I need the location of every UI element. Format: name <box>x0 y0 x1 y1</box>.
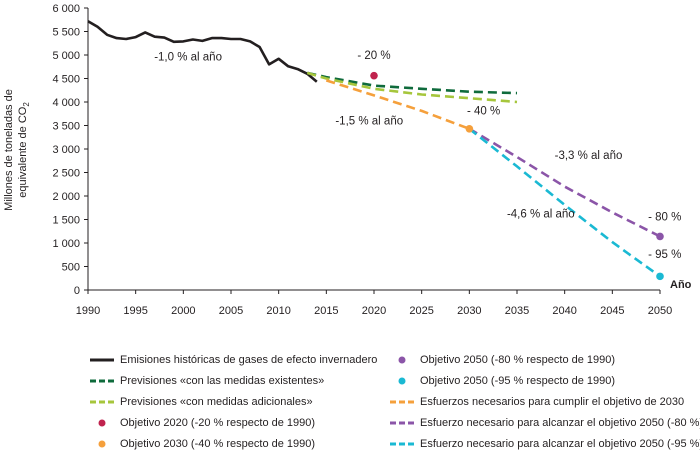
series-line-0 <box>87 20 318 83</box>
x-tick-label: 2030 <box>457 305 481 317</box>
axes: 0 500 1 000 1 500 2 000 2 500 3 000 3 500 4 000 4… <box>52 3 672 317</box>
annotation-5: -4,6 % al año <box>507 209 575 221</box>
legend-swatch-effort-2050-95 <box>390 442 414 446</box>
y-tick-label: 2 000 <box>52 191 80 203</box>
annotation-1: - 20 % <box>357 50 390 62</box>
legend-swatch-existing-measures <box>90 379 114 383</box>
legend-item-existing-measures: Previsiones «con las medidas existentes» <box>90 371 324 391</box>
annotation-6: - 80 % <box>648 211 681 223</box>
y-tick-label: 1 000 <box>52 238 80 250</box>
legend-label-target-2030: Objetivo 2030 (-40 % respecto de 1990) <box>120 438 316 450</box>
x-tick-label: 2020 <box>362 305 386 317</box>
legend-label-effort-2030: Esfuerzos necesarios para cumplir el obj… <box>420 396 685 408</box>
legend-label-existing-measures: Previsiones «con las medidas existentes» <box>120 375 325 387</box>
target-point-1 <box>465 124 474 133</box>
legend-item-effort-2050-80: Esfuerzo necesario para alcanzar el obje… <box>390 413 700 433</box>
legend-swatch-additional-measures <box>90 400 114 404</box>
series-line-5 <box>468 127 661 278</box>
y-axis-title-line-2: equivalente de CO2 <box>17 102 31 198</box>
y-axis-title-subscript: 2 <box>22 102 31 107</box>
series-layer <box>87 20 661 278</box>
target-point-3 <box>656 272 664 281</box>
y-tick-label: 3 000 <box>52 144 80 156</box>
legend-label-effort-2050-80: Esfuerzo necesario para alcanzar el obje… <box>420 417 700 429</box>
annotation-3: - 40 % <box>467 106 500 118</box>
legend-swatch-target-2050-80 <box>398 356 406 364</box>
emissions-chart: Millones de toneladas de equivalente de … <box>3 3 692 317</box>
series-line-1 <box>307 71 518 95</box>
legend-label-additional-measures: Previsiones «con medidas adicionales» <box>120 396 313 408</box>
target-point-0 <box>370 71 378 80</box>
y-tick-label: 6 000 <box>52 3 80 15</box>
x-tick-label: 1990 <box>76 305 100 317</box>
y-tick-label: 0 <box>74 285 80 297</box>
y-tick-label: 3 500 <box>52 121 80 133</box>
legend-label-target-2020: Objetivo 2020 (-20 % respecto de 1990) <box>120 417 316 429</box>
legend-item-target-2050-95: Objetivo 2050 (-95 % respecto de 1990) <box>390 371 615 391</box>
x-axis-title: Año <box>670 279 692 291</box>
x-tick-label: 2035 <box>505 305 529 317</box>
legend-item-target-2030: Objetivo 2030 (-40 % respecto de 1990) <box>90 434 315 454</box>
legend-item-effort-2030: Esfuerzos necesarios para cumplir el obj… <box>390 392 684 412</box>
legend-swatch-effort-2030 <box>390 400 414 404</box>
x-tick-label: 2040 <box>552 305 576 317</box>
x-tick-label: 2045 <box>600 305 624 317</box>
legend-label-target-2050-80: Objetivo 2050 (-80 % respecto de 1990) <box>420 354 616 366</box>
y-tick-label: 4 500 <box>52 74 80 86</box>
y-tick-label: 5 500 <box>52 27 80 39</box>
target-point-2 <box>656 232 664 241</box>
legend-label-target-2050-95: Objetivo 2050 (-95 % respecto de 1990) <box>420 375 616 387</box>
x-tick-label: 2025 <box>409 305 433 317</box>
legend-item-target-2020: Objetivo 2020 (-20 % respecto de 1990) <box>90 413 315 433</box>
legend: Emisiones históricas de gases de efecto … <box>90 350 700 456</box>
legend-swatch-target-2030 <box>98 440 106 448</box>
legend-swatch-target-2020 <box>98 419 106 427</box>
x-tick-label: 2010 <box>266 305 290 317</box>
legend-item-historical: Emisiones históricas de gases de efecto … <box>90 350 377 370</box>
x-tick-label: 2050 <box>648 305 672 317</box>
y-tick-label: 4 000 <box>52 97 80 109</box>
target-points <box>370 71 664 281</box>
y-tick-label: 500 <box>62 262 80 274</box>
annotation-0: -1,0 % al año <box>154 52 222 64</box>
annotations: -1,0 % al año - 20 % -1,5 % al año - 40 % -3… <box>154 50 681 261</box>
y-tick-label: 5 000 <box>52 50 80 62</box>
y-tick-label: 2 500 <box>52 168 80 180</box>
series-line-3 <box>325 79 470 131</box>
y-axis-title-line-2-text: equivalente de CO <box>17 106 29 198</box>
legend-swatch-target-2050-95 <box>398 377 406 385</box>
x-tick-label: 2000 <box>171 305 195 317</box>
legend-item-effort-2050-95: Esfuerzo necesario para alcanzar el obje… <box>390 434 700 454</box>
x-tick-label: 2015 <box>314 305 338 317</box>
annotation-4: -3,3 % al año <box>555 150 623 162</box>
series-line-2 <box>306 71 518 104</box>
legend-swatch-historical <box>90 358 114 362</box>
legend-item-additional-measures: Previsiones «con medidas adicionales» <box>90 392 313 412</box>
legend-label-historical: Emisiones históricas de gases de efecto … <box>120 354 378 366</box>
legend-swatch-effort-2050-80 <box>390 421 414 425</box>
y-axis-title: Millones de toneladas de equivalente de … <box>3 89 31 211</box>
x-tick-label: 1995 <box>123 305 147 317</box>
legend-label-effort-2050-95: Esfuerzo necesario para alcanzar el obje… <box>420 438 700 450</box>
series-line-4 <box>468 127 661 238</box>
legend-item-target-2050-80: Objetivo 2050 (-80 % respecto de 1990) <box>390 350 615 370</box>
y-tick-label: 1 500 <box>52 215 80 227</box>
x-tick-label: 2005 <box>219 305 243 317</box>
y-axis-title-line-1: Millones de toneladas de <box>3 89 15 211</box>
annotation-2: -1,5 % al año <box>335 116 403 128</box>
annotation-7: - 95 % <box>648 249 681 261</box>
